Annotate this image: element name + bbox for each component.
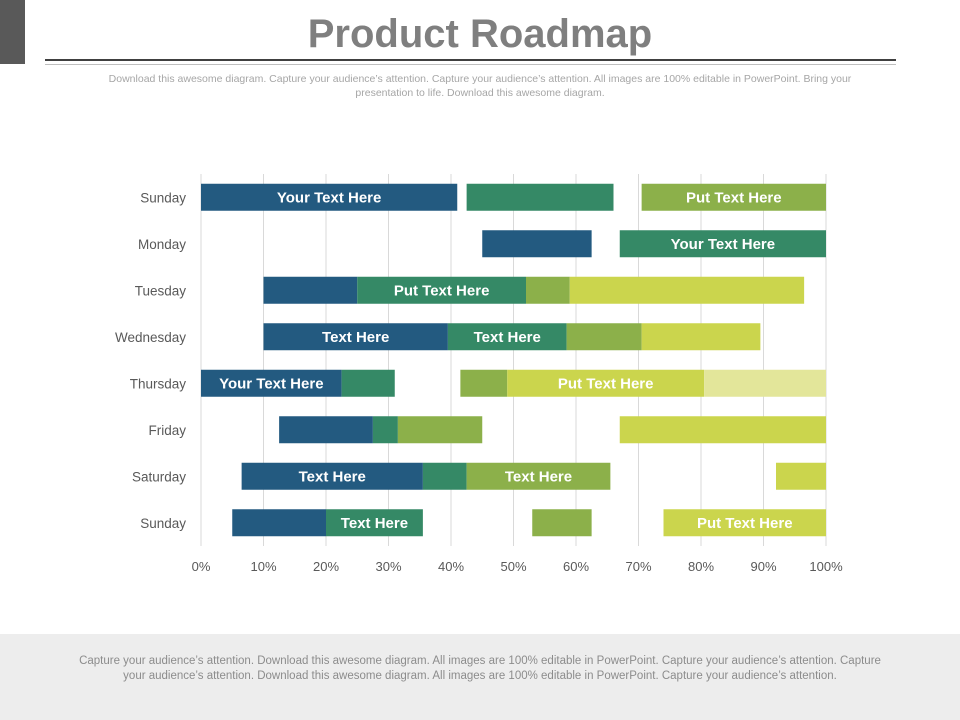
bar-segment bbox=[201, 183, 458, 211]
bar-segment bbox=[279, 416, 373, 444]
bar-segment-label: Put Text Here bbox=[558, 375, 654, 392]
bar-segment bbox=[241, 462, 423, 490]
title-divider-secondary bbox=[45, 64, 896, 65]
x-tick-label: 20% bbox=[313, 559, 339, 574]
bar-segment bbox=[641, 323, 761, 351]
bar-segment bbox=[201, 369, 342, 397]
bar-segment bbox=[507, 369, 705, 397]
y-category-label: Tuesday bbox=[135, 283, 187, 298]
bar-segment-label: Text Here bbox=[341, 515, 408, 532]
bar-segment-label: Your Text Here bbox=[277, 189, 381, 206]
footer-band: Capture your audience’s attention. Downl… bbox=[0, 634, 960, 720]
y-category-label: Thursday bbox=[130, 376, 187, 391]
bar-segment bbox=[776, 462, 826, 490]
y-category-label: Wednesday bbox=[115, 330, 186, 345]
bar-segment-label: Text Here bbox=[299, 468, 366, 485]
bar-segment-label: Text Here bbox=[474, 329, 541, 346]
title-divider bbox=[45, 59, 896, 61]
bar-segment bbox=[372, 416, 398, 444]
bar-segment-label: Put Text Here bbox=[686, 189, 782, 206]
page-title: Product Roadmap bbox=[307, 12, 653, 56]
bar-segment bbox=[341, 369, 395, 397]
bar-segment bbox=[619, 416, 826, 444]
bar-segment bbox=[532, 509, 592, 537]
bar-segment bbox=[326, 509, 423, 537]
y-category-label: Sunday bbox=[140, 516, 186, 531]
bar-segment bbox=[482, 230, 592, 258]
x-tick-label: 40% bbox=[438, 559, 464, 574]
footer-text: Capture your audience’s attention. Downl… bbox=[79, 655, 881, 682]
x-tick-label: 0% bbox=[192, 559, 211, 574]
bar-segment-label: Your Text Here bbox=[219, 375, 323, 392]
page-subtitle: Download this awesome diagram. Capture y… bbox=[108, 73, 852, 99]
bar-segment bbox=[566, 323, 642, 351]
bar-segment bbox=[397, 416, 483, 444]
bar-segment-label: Put Text Here bbox=[394, 282, 490, 299]
bar-segment bbox=[232, 509, 326, 537]
bar-segment bbox=[466, 462, 611, 490]
bar-segment bbox=[663, 509, 826, 537]
bar-segment bbox=[263, 323, 448, 351]
x-tick-label: 80% bbox=[688, 559, 714, 574]
bar-segment-label: Your Text Here bbox=[671, 236, 775, 253]
bar-segment bbox=[447, 323, 567, 351]
y-category-label: Sunday bbox=[140, 190, 186, 205]
roadmap-chart: 0% 10% 20% 30% 40% 50% 60% 70% 80% 90% 100% Sunday Y… bbox=[115, 174, 843, 574]
bar-segment bbox=[460, 369, 508, 397]
bar-segment bbox=[641, 183, 826, 211]
x-tick-label: 90% bbox=[750, 559, 776, 574]
x-tick-label: 10% bbox=[250, 559, 276, 574]
bar-segment bbox=[526, 276, 570, 304]
x-tick-label: 70% bbox=[625, 559, 651, 574]
bar-segment bbox=[466, 183, 614, 211]
bar-segment bbox=[357, 276, 526, 304]
y-category-label: Friday bbox=[148, 423, 186, 438]
corner-accent-block bbox=[0, 0, 25, 64]
y-category-label: Saturday bbox=[132, 469, 186, 484]
y-category-label: Monday bbox=[138, 237, 186, 252]
bar-segment-label: Put Text Here bbox=[697, 515, 793, 532]
x-tick-label: 100% bbox=[809, 559, 843, 574]
bar-segment bbox=[569, 276, 805, 304]
bar-segment-label: Text Here bbox=[322, 329, 389, 346]
bar-segment bbox=[422, 462, 467, 490]
bar-segment bbox=[263, 276, 358, 304]
x-tick-label: 50% bbox=[500, 559, 526, 574]
x-tick-label: 60% bbox=[563, 559, 589, 574]
bar-segment bbox=[704, 369, 826, 397]
bar-segment-label: Text Here bbox=[505, 468, 572, 485]
x-tick-label: 30% bbox=[375, 559, 401, 574]
bar-segment bbox=[619, 230, 826, 258]
